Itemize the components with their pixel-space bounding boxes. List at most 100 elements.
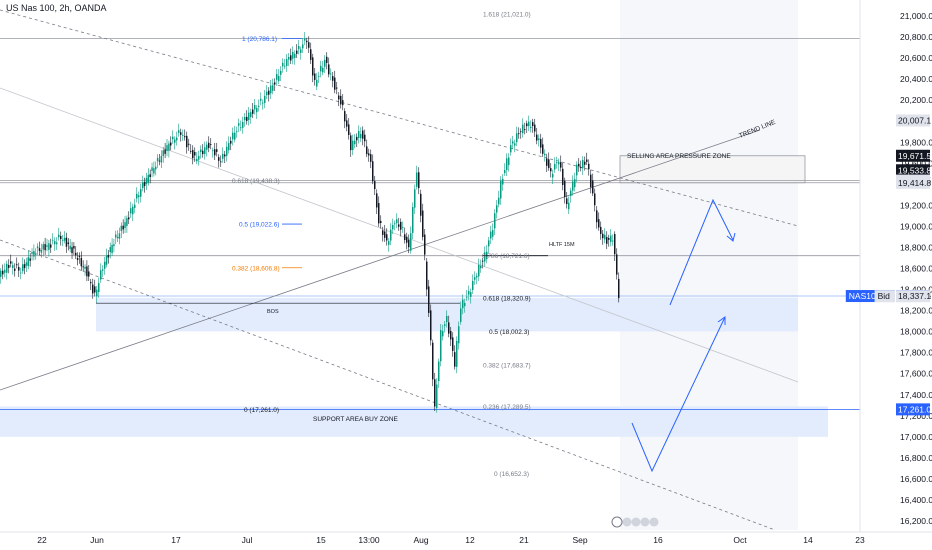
- price-badge[interactable]: 18,337.1 Bid: [874, 290, 932, 303]
- candle: [366, 139, 368, 158]
- y-tick-label: 19,800.0: [900, 137, 932, 147]
- y-tick-label: 17,000.0: [900, 432, 932, 442]
- candle: [474, 271, 476, 285]
- candle: [36, 243, 39, 255]
- candle: [147, 168, 150, 186]
- price-badge[interactable]: 19,671.5: [896, 149, 931, 162]
- toolbar-icons[interactable]: [611, 516, 659, 528]
- candle: [606, 231, 608, 250]
- candle: [102, 265, 104, 278]
- candle: [420, 189, 422, 223]
- candle: [23, 259, 26, 275]
- candle: [234, 125, 236, 143]
- price-badge-value: 18,337.1: [898, 291, 931, 301]
- candle: [278, 69, 280, 85]
- price-badge[interactable]: 19,414.8: [896, 176, 931, 189]
- candle: [472, 274, 474, 294]
- candle: [506, 153, 508, 177]
- selling-pressure-zone[interactable]: [619, 155, 806, 184]
- price-badge[interactable]: 17,261.0: [896, 403, 931, 416]
- candle: [124, 216, 126, 234]
- candle: [488, 237, 490, 254]
- candle: [210, 138, 212, 150]
- support-buy-zone[interactable]: [0, 406, 828, 437]
- projection-up-path[interactable]: [669, 198, 734, 306]
- candle: [27, 250, 30, 270]
- candle: [65, 232, 68, 253]
- y-tick-label: 18,600.0: [900, 264, 932, 274]
- candle: [33, 244, 35, 261]
- candle: [614, 231, 616, 262]
- candle: [126, 215, 128, 233]
- candle: [170, 136, 172, 151]
- candle: [260, 92, 262, 106]
- candle: [582, 156, 584, 175]
- candle: [111, 238, 113, 257]
- candle: [402, 221, 404, 233]
- fib-level-label: 0.618 (18,320.9): [483, 295, 531, 302]
- candle: [454, 345, 456, 370]
- candle: [130, 201, 132, 218]
- candle: [132, 203, 134, 222]
- channel-mid-line[interactable]: [0, 87, 799, 383]
- candle: [153, 161, 155, 177]
- candle: [376, 189, 378, 215]
- candle: [396, 213, 398, 229]
- candle: [254, 99, 256, 115]
- candle: [608, 234, 610, 247]
- price-badge-value: 17,261.0: [898, 404, 931, 414]
- candle: [306, 37, 308, 49]
- trend-line[interactable]: [0, 129, 761, 391]
- candle: [232, 127, 234, 146]
- price-badge-tag: NAS100USD: [849, 291, 899, 301]
- candle: [324, 55, 326, 74]
- candle: [298, 39, 300, 55]
- candle: [482, 257, 484, 269]
- candle: [444, 320, 446, 333]
- candle: [374, 175, 376, 196]
- candle: [12, 261, 14, 275]
- candle: [212, 147, 214, 158]
- candle: [266, 85, 268, 100]
- candle: [188, 138, 190, 151]
- candle: [536, 127, 538, 145]
- candle: [310, 42, 312, 64]
- flag-icon-1[interactable]: [622, 517, 632, 527]
- y-tick-label: 19,000.0: [900, 221, 932, 231]
- flag-icon-4[interactable]: [649, 517, 659, 527]
- candle: [332, 71, 334, 88]
- flag-icon-3[interactable]: [640, 517, 650, 527]
- candle: [308, 36, 310, 53]
- candle: [572, 175, 574, 196]
- candle: [20, 267, 22, 280]
- candle: [466, 290, 468, 301]
- candle: [404, 227, 406, 244]
- price-badge[interactable]: 19,533.8: [896, 164, 931, 177]
- price-badge[interactable]: 20,007.1: [896, 114, 931, 127]
- candle: [18, 262, 20, 278]
- candle: [480, 259, 482, 273]
- candle: [25, 257, 28, 273]
- projection-drop-path[interactable]: [631, 316, 726, 473]
- candle: [502, 174, 504, 191]
- candle: [46, 238, 48, 252]
- candle: [200, 145, 202, 159]
- candle: [452, 332, 454, 357]
- candle: [492, 223, 494, 241]
- candle: [322, 60, 324, 76]
- time-axis[interactable]: [0, 532, 932, 550]
- candle: [314, 67, 316, 86]
- candle: [4, 263, 6, 278]
- candle: [22, 257, 24, 274]
- candle: [544, 149, 546, 162]
- x-tick-label: 21: [519, 535, 529, 545]
- candle: [538, 134, 540, 147]
- flag-icon-2[interactable]: [631, 517, 641, 527]
- symbol-title[interactable]: US Nas 100, 2h, OANDA: [6, 3, 107, 13]
- price-axis[interactable]: [860, 0, 932, 532]
- candle: [384, 224, 386, 242]
- y-tick-label: 16,400.0: [900, 495, 932, 505]
- lightning-icon[interactable]: [611, 516, 623, 528]
- candle: [546, 153, 548, 173]
